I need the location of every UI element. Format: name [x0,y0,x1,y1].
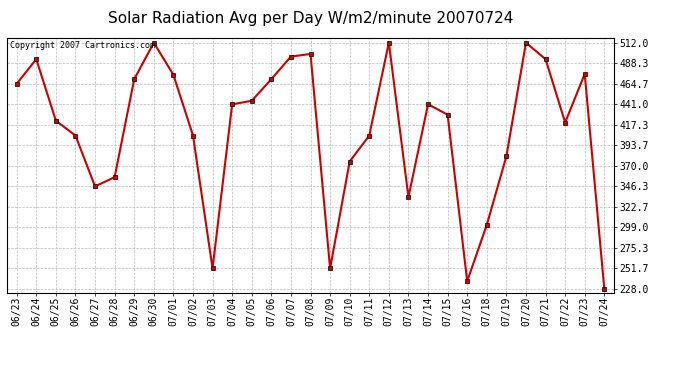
Text: Solar Radiation Avg per Day W/m2/minute 20070724: Solar Radiation Avg per Day W/m2/minute … [108,11,513,26]
Text: Copyright 2007 Cartronics.com: Copyright 2007 Cartronics.com [10,41,155,50]
